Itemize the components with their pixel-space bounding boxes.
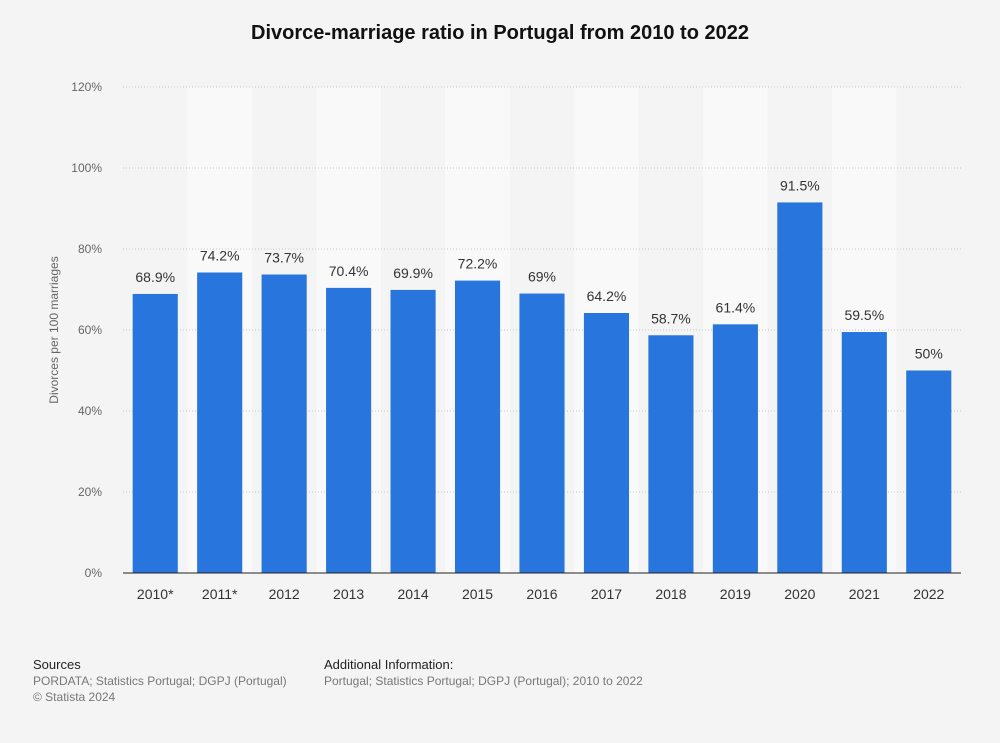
y-tick-label: 120% bbox=[71, 80, 102, 94]
data-label: 68.9% bbox=[135, 269, 175, 285]
bar-chart: 0% 20% 40% 60% 80% 100% 120% 68.9% 74.2% 73.7% 70… bbox=[47, 80, 961, 602]
data-label: 91.5% bbox=[780, 177, 820, 193]
x-tick-label: 2018 bbox=[655, 586, 686, 602]
bar bbox=[777, 202, 823, 574]
data-label: 72.2% bbox=[458, 256, 498, 272]
data-label: 58.7% bbox=[651, 310, 691, 326]
bar bbox=[712, 324, 758, 573]
sources-heading: Sources bbox=[33, 657, 81, 672]
x-tick-label: 2019 bbox=[720, 586, 751, 602]
additional-info-block: Additional Information: Portugal; Statis… bbox=[324, 657, 643, 689]
data-label: 50% bbox=[915, 346, 943, 362]
x-tick-label: 2017 bbox=[591, 586, 622, 602]
bar bbox=[261, 274, 307, 573]
y-tick-label: 100% bbox=[71, 161, 102, 175]
bar bbox=[583, 312, 630, 573]
data-label: 73.7% bbox=[264, 250, 304, 266]
bar bbox=[648, 335, 694, 573]
data-label: 69.9% bbox=[393, 265, 433, 281]
y-tick-label: 20% bbox=[78, 485, 102, 499]
data-label: 59.5% bbox=[844, 307, 884, 323]
additional-info-heading: Additional Information: bbox=[324, 657, 454, 672]
y-tick-label: 80% bbox=[78, 242, 102, 256]
x-axis-labels: 2010* 2011* 2012 2013 2014 2015 2016 2017 2018 20… bbox=[137, 586, 945, 602]
x-tick-label: 2015 bbox=[462, 586, 493, 602]
bar bbox=[519, 293, 565, 573]
bar bbox=[197, 272, 243, 573]
data-label: 61.4% bbox=[716, 299, 756, 315]
chart-title: Divorce-marriage ratio in Portugal from … bbox=[251, 22, 749, 44]
y-axis-ticks: 0% 20% 40% 60% 80% 100% 120% bbox=[71, 80, 102, 580]
additional-info-text: Portugal; Statistics Portugal; DGPJ (Por… bbox=[324, 674, 643, 688]
y-tick-label: 60% bbox=[78, 323, 102, 337]
data-label: 64.2% bbox=[587, 288, 627, 304]
bars bbox=[132, 202, 952, 574]
bar bbox=[841, 332, 887, 573]
y-axis-label: Divorces per 100 marriages bbox=[47, 256, 61, 403]
data-label: 74.2% bbox=[200, 247, 240, 263]
y-tick-label: 0% bbox=[85, 566, 103, 580]
x-tick-label: 2016 bbox=[526, 586, 557, 602]
sources-block: Sources PORDATA; Statistics Portugal; DG… bbox=[33, 657, 287, 705]
x-tick-label: 2010* bbox=[137, 586, 174, 602]
data-labels: 68.9% 74.2% 73.7% 70.4% 69.9% 72.2% 69% 64.2% 58… bbox=[135, 177, 942, 361]
y-tick-label: 40% bbox=[78, 404, 102, 418]
bar bbox=[906, 370, 952, 573]
bar bbox=[390, 289, 436, 573]
bar bbox=[326, 287, 372, 573]
x-tick-label: 2021 bbox=[849, 586, 880, 602]
x-tick-label: 2022 bbox=[913, 586, 944, 602]
bar bbox=[132, 293, 178, 573]
sources-text: PORDATA; Statistics Portugal; DGPJ (Port… bbox=[33, 674, 287, 688]
x-tick-label: 2020 bbox=[784, 586, 815, 602]
x-tick-label: 2014 bbox=[397, 586, 428, 602]
x-tick-label: 2012 bbox=[269, 586, 300, 602]
x-tick-label: 2011* bbox=[202, 586, 238, 602]
data-label: 69% bbox=[528, 269, 556, 285]
copyright-text: © Statista 2024 bbox=[33, 690, 116, 704]
x-tick-label: 2013 bbox=[333, 586, 364, 602]
data-label: 70.4% bbox=[329, 263, 369, 279]
bar bbox=[454, 280, 501, 573]
